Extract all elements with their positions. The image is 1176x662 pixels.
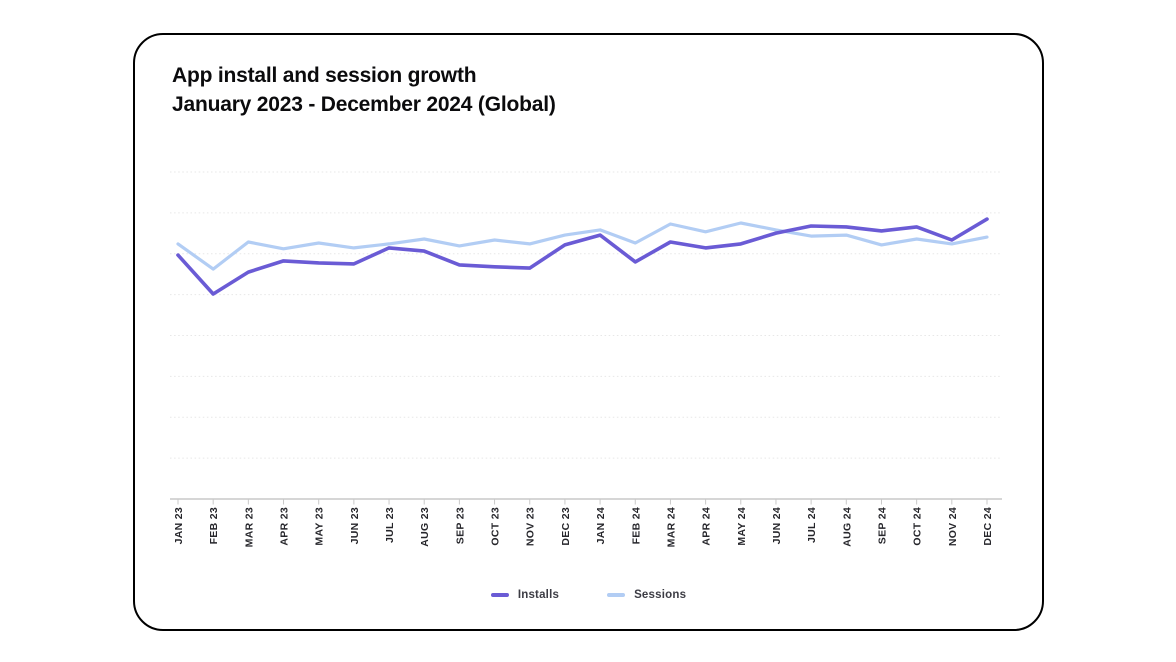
x-axis-label: JUL 24 — [806, 507, 818, 543]
x-axis-label: FEB 23 — [208, 507, 220, 544]
legend-label-sessions: Sessions — [634, 589, 687, 601]
x-axis-label: FEB 24 — [630, 507, 642, 544]
x-axis-label: APR 23 — [279, 507, 291, 546]
x-axis-label: MAY 24 — [736, 507, 748, 546]
legend-item-installs[interactable]: Installs — [490, 589, 560, 601]
x-axis-label: SEP 23 — [454, 507, 466, 544]
chart-card: App install and session growth January 2… — [133, 33, 1044, 631]
x-axis-label: DEC 24 — [982, 507, 994, 546]
x-axis-label: NOV 24 — [947, 507, 959, 546]
x-axis-label: JAN 24 — [595, 507, 607, 544]
legend-dash-sessions-icon — [607, 593, 626, 597]
x-axis-label: MAY 23 — [314, 507, 326, 546]
x-axis-label: JUN 23 — [349, 507, 361, 544]
x-axis-label: AUG 23 — [419, 507, 431, 547]
x-axis-label: NOV 23 — [525, 507, 537, 546]
legend-item-sessions[interactable]: Sessions — [607, 589, 686, 601]
x-axis-label: SEP 24 — [876, 507, 888, 544]
x-axis-label: AUG 24 — [841, 507, 853, 547]
growth-line-chart: JAN 23 FEB 23 MAR 23 APR 23 MAY 23 JUN 23 JUL … — [170, 171, 1002, 547]
series-line-installs — [176, 217, 989, 296]
x-axis-label: MAR 23 — [243, 507, 255, 547]
x-axis-label: DEC 23 — [560, 507, 572, 546]
legend-dash-installs-icon — [490, 593, 509, 597]
chart-title: App install and session growth January 2… — [172, 61, 556, 119]
x-axis-label: OCT 23 — [490, 507, 502, 546]
series-line-sessions — [176, 221, 989, 271]
chart-title-line1: App install and session growth — [172, 64, 477, 87]
x-axis-label: APR 24 — [701, 507, 713, 546]
chart-title-line2: January 2023 - December 2024 (Global) — [172, 93, 556, 116]
x-axis-label: MAR 24 — [665, 507, 677, 547]
legend-label-installs: Installs — [517, 589, 560, 601]
x-axis-label: JUN 24 — [771, 507, 783, 544]
x-axis-label: OCT 24 — [912, 507, 924, 546]
x-axis-label: JUL 23 — [384, 507, 396, 543]
x-axis-label: JAN 23 — [173, 507, 185, 544]
chart-legend: Installs Sessions — [135, 589, 1042, 601]
